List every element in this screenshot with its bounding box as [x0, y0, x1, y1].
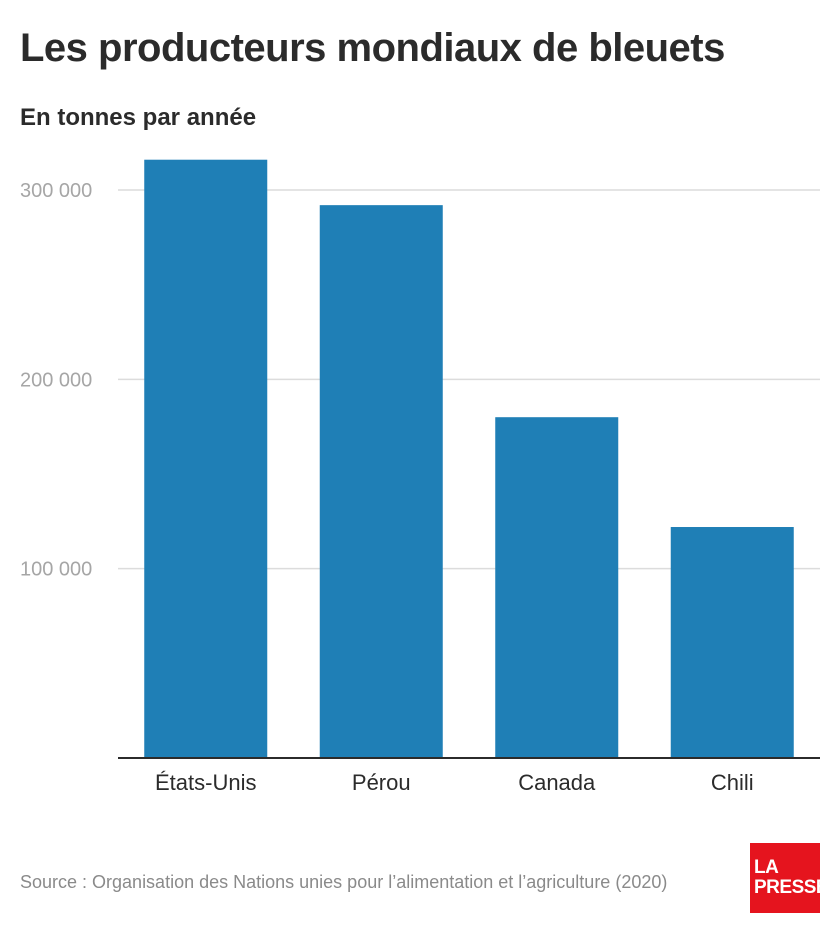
bar-1[interactable]: [144, 159, 268, 758]
logo-line-2: PRESSE: [754, 877, 829, 898]
bar-4[interactable]: [670, 527, 794, 758]
x-category-label: Pérou: [352, 770, 411, 795]
x-category-label: Chili: [711, 770, 754, 795]
chart-title: Les producteurs mondiaux de bleuets: [20, 26, 725, 70]
y-tick-label: 300 000: [20, 180, 92, 202]
la-presse-logo[interactable]: LA PRESSE: [750, 843, 829, 913]
y-tick-label: 100 000: [20, 559, 92, 581]
bar-2[interactable]: [319, 205, 443, 758]
y-tick-label: 200 000: [20, 369, 92, 391]
x-category-label: Canada: [518, 770, 596, 795]
x-category-label: États-Unis: [155, 770, 256, 795]
bar-3[interactable]: [495, 417, 619, 758]
chart-subtitle: En tonnes par année: [20, 104, 257, 131]
bar-chart: 100 000 200 000 300 000 États-Unis Pérou Cana…: [20, 159, 820, 795]
logo-line-1: LA: [754, 857, 779, 878]
source-note: Source : Organisation des Nations unies …: [20, 872, 668, 892]
